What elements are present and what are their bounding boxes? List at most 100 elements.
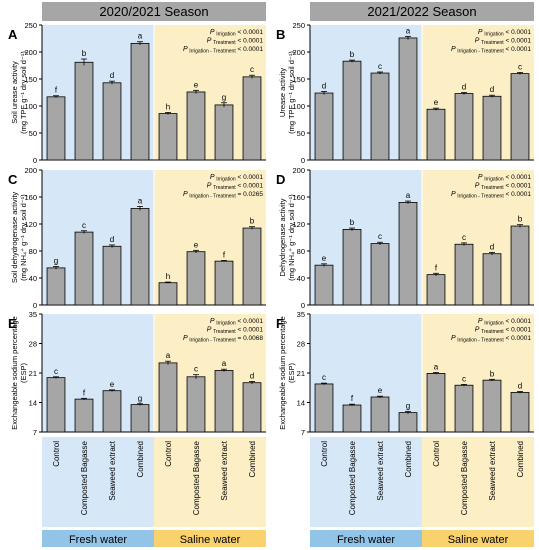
bar — [74, 398, 94, 433]
bar — [398, 412, 418, 433]
bar — [46, 96, 66, 161]
fresh-water-label: Fresh water — [337, 534, 395, 546]
p-symbol: P — [207, 183, 213, 190]
p-value-stat: P Treatment < 0.0001 — [475, 183, 532, 192]
significance-letter: d — [462, 83, 466, 92]
significance-letter: e — [194, 80, 199, 89]
y-axis-label: Soil urease activity — [10, 61, 19, 124]
significance-letter: d — [250, 371, 254, 380]
y-tick-label: 7 — [301, 428, 305, 437]
y-tick-label: 14 — [297, 399, 305, 408]
p-value-stat: P Irrigation < 0.0001 — [478, 174, 531, 183]
significance-letter: b — [82, 49, 87, 58]
bar — [398, 37, 418, 161]
significance-letter: e — [434, 98, 439, 107]
p-subscript: Treatment — [481, 329, 504, 335]
panel-letter: C — [8, 172, 18, 187]
p-value: < 0.0001 — [504, 29, 532, 36]
y-tick-label: 35 — [297, 310, 305, 319]
bar — [158, 113, 178, 161]
significance-letter: b — [250, 217, 255, 226]
saline-water-label-box — [154, 530, 266, 547]
significance-letter: f — [223, 250, 226, 259]
p-symbol: P — [451, 191, 457, 198]
y-tick-label: 250 — [292, 21, 305, 30]
bar — [242, 227, 262, 306]
significance-letter: e — [110, 380, 115, 389]
x-category-label: Composted Bagasse — [80, 440, 89, 515]
p-subscript: Treatment — [213, 329, 236, 335]
panel-letter: D — [276, 172, 285, 187]
p-value-stat: P Irrigation < 0.0001 — [478, 29, 531, 38]
y-tick-label: 50 — [29, 129, 37, 138]
p-value: = 0.0068 — [236, 335, 264, 342]
p-value-stat: P Irrigation - Treatment < 0.0001 — [451, 46, 531, 55]
bar — [370, 243, 390, 306]
x-category-label: Control — [320, 441, 329, 467]
y-tick-label: 200 — [292, 166, 305, 175]
y-tick-label: 250 — [24, 21, 37, 30]
y-axis-label: (ESP) — [19, 363, 28, 384]
significance-letter: e — [194, 240, 199, 249]
p-value-stat: P Irrigation - Treatment < 0.0001 — [451, 335, 531, 344]
x-category-label: Combined — [136, 441, 145, 477]
p-symbol: P — [210, 318, 216, 325]
p-value: < 0.0001 — [504, 174, 532, 181]
y-tick-label: 7 — [33, 428, 37, 437]
p-subscript: Treatment — [213, 40, 236, 46]
season-title: 2021/2022 Season — [367, 4, 476, 19]
p-symbol: P — [183, 46, 189, 53]
p-subscript: Treatment — [213, 185, 236, 191]
bar — [214, 104, 234, 161]
season-title: 2020/2021 Season — [99, 4, 208, 19]
significance-letter: e — [378, 386, 383, 395]
p-value: < 0.0001 — [236, 46, 264, 53]
fresh-category-background — [310, 437, 422, 527]
fresh-water-label-box — [310, 530, 422, 547]
p-value-stat: P Irrigation < 0.0001 — [478, 318, 531, 327]
p-subscript: Irrigation — [216, 32, 236, 38]
y-tick-label: 35 — [29, 310, 37, 319]
p-subscript: Irrigation - Treatment — [457, 338, 504, 344]
p-value: < 0.0001 — [504, 183, 532, 190]
p-value-stat: P Irrigation < 0.0001 — [210, 29, 263, 38]
significance-letter: g — [406, 401, 410, 410]
x-category-label: Combined — [248, 441, 257, 477]
y-tick-label: 80 — [29, 247, 37, 256]
significance-letter: c — [378, 232, 382, 241]
significance-letter: g — [54, 257, 58, 266]
y-axis-label: Urease activity — [278, 68, 287, 117]
y-tick-label: 150 — [292, 75, 305, 84]
bar — [510, 73, 530, 161]
significance-letter: f — [55, 86, 58, 95]
p-symbol: P — [183, 191, 189, 198]
bar — [398, 201, 418, 306]
bar — [102, 245, 122, 306]
bar — [454, 243, 474, 306]
y-tick-label: 40 — [29, 274, 37, 283]
bar — [74, 231, 94, 306]
significance-letter: d — [490, 242, 494, 251]
y-tick-label: 0 — [301, 156, 305, 165]
bar — [482, 379, 502, 433]
bar — [510, 225, 530, 306]
y-tick-label: 14 — [29, 399, 37, 408]
saline-category-background — [154, 437, 266, 527]
fresh-water-label-box — [42, 530, 154, 547]
y-axis-label: Exchangeable sodium percentage — [10, 316, 19, 429]
bar — [426, 373, 446, 433]
significance-letter: f — [351, 394, 354, 403]
bar — [342, 404, 362, 433]
y-tick-label: 150 — [24, 75, 37, 84]
y-tick-label: 200 — [24, 166, 37, 175]
y-tick-label: 100 — [292, 102, 305, 111]
significance-letter: c — [378, 62, 382, 71]
saline-water-label: Saline water — [180, 534, 241, 546]
y-axis-label: (ESP) — [287, 363, 296, 384]
significance-letter: b — [350, 218, 355, 227]
bar — [510, 391, 530, 433]
panel-C: 0 40 80 120 160 200 C Soil dehydrogenase activi… — [8, 166, 266, 310]
significance-letter: a — [222, 359, 227, 368]
significance-letter: f — [83, 388, 86, 397]
